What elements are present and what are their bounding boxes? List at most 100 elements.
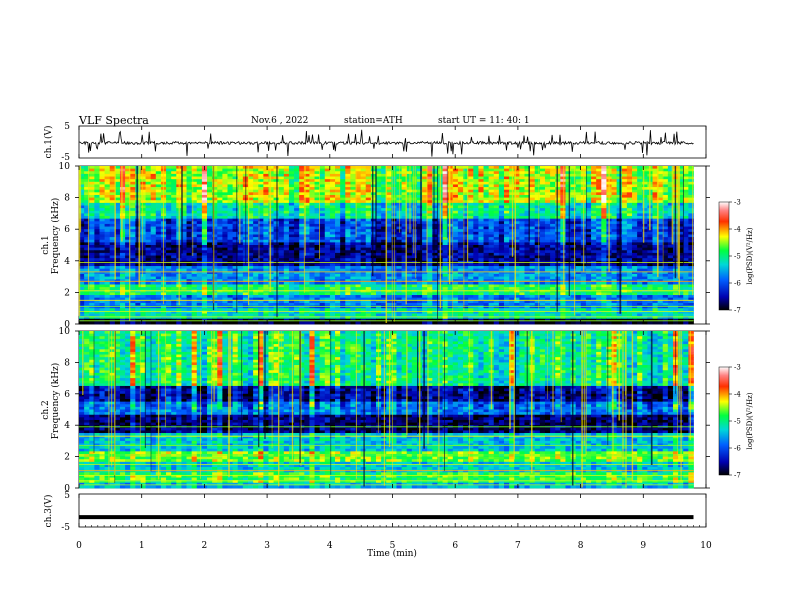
spectrogram-cell	[524, 189, 530, 193]
spectrogram-cell	[591, 197, 597, 201]
spectrogram-cell	[534, 216, 541, 220]
spectrogram-cell	[565, 202, 571, 206]
spectrogram-cell	[329, 194, 336, 198]
spectrogram-cell	[227, 166, 234, 170]
spectrogram-cell	[406, 166, 413, 170]
spectrogram-cell	[370, 268, 377, 272]
spectrogram-cell	[411, 171, 418, 175]
spectrogram-cell	[355, 216, 362, 220]
spectrogram-cell	[217, 268, 223, 272]
spectrogram-cell	[360, 266, 367, 270]
spectrogram-cell	[478, 200, 484, 204]
spectrogram-cell	[652, 239, 659, 243]
spectrogram-cell	[109, 200, 116, 204]
spectrogram-cell	[544, 242, 551, 246]
spectrogram-cell	[626, 226, 633, 230]
spectrogram-cell	[340, 184, 346, 188]
spectrogram-cell	[247, 273, 254, 277]
spectrogram-cell	[596, 187, 602, 191]
spectrogram-cell	[442, 242, 449, 246]
spectrogram-cell	[212, 237, 218, 241]
spectrogram-cell	[365, 216, 372, 220]
spectrogram-cell	[637, 218, 643, 222]
spectrogram-cell	[217, 271, 223, 275]
spectrogram-cell	[99, 173, 105, 177]
spectrogram-cell	[89, 171, 95, 175]
spectrogram-cell	[278, 239, 285, 243]
spectrogram-cell	[539, 242, 546, 246]
spectrogram-cell	[84, 258, 90, 262]
spectrogram-cell	[365, 187, 372, 191]
spectrogram-cell	[109, 229, 116, 233]
spectrogram-cell	[591, 189, 597, 193]
spectrogram-cell	[483, 213, 490, 217]
spectrogram-cell	[596, 247, 602, 251]
spectrogram-cell	[504, 168, 510, 172]
spectrogram-cell	[145, 166, 152, 170]
spectrogram-cell	[411, 213, 418, 217]
spectrogram-cell	[288, 208, 295, 212]
spectrogram-cell	[539, 255, 546, 259]
spectrogram-cell	[585, 231, 592, 235]
spectrogram-cell	[222, 250, 228, 254]
spectrogram-cell	[94, 176, 100, 180]
spectrogram-cell	[524, 202, 530, 206]
spectrogram-cell	[493, 173, 500, 177]
spectrogram-cell	[104, 208, 111, 212]
spectrogram-cell	[222, 258, 228, 262]
spectrogram-cell	[662, 271, 669, 275]
spectrogram-cell	[488, 229, 495, 233]
spectrogram-cell	[232, 266, 239, 270]
spectrogram-cell	[324, 197, 331, 201]
spectrogram-cell	[375, 271, 382, 275]
spectrogram-cell	[247, 268, 254, 272]
spectrogram-cell	[166, 239, 172, 243]
spectrogram-cell	[555, 189, 561, 193]
spectrogram-cell	[683, 208, 689, 212]
spectrogram-cell	[114, 179, 121, 183]
spectrogram-cell	[268, 223, 274, 227]
spectrogram-cell	[365, 223, 372, 227]
spectrogram-cell	[171, 216, 177, 220]
spectrogram-cell	[125, 205, 131, 209]
spectrogram-cell	[99, 168, 105, 172]
spectrogram-cell	[294, 216, 300, 220]
spectrogram-cell	[335, 205, 341, 209]
spectrogram-cell	[652, 226, 659, 230]
spectrogram-cell	[217, 226, 223, 230]
spectrogram-cell	[355, 273, 362, 277]
spectrogram-cell	[468, 242, 474, 246]
spectrogram-cell	[678, 173, 684, 177]
spectrogram-cell	[432, 166, 438, 170]
spectrogram-cell	[130, 255, 136, 259]
spectrogram-cell	[196, 263, 203, 267]
spectrogram-cell	[519, 226, 525, 230]
spectrogram-cell	[544, 179, 551, 183]
spectrogram-cell	[375, 237, 382, 241]
spectrogram-cell	[227, 229, 234, 233]
spectrogram-cell	[473, 192, 479, 196]
spectrogram-cell	[447, 271, 454, 275]
spectrogram-cell	[130, 187, 136, 191]
spectrogram-cell	[268, 168, 274, 172]
spectrogram-cell	[155, 237, 162, 241]
spectrogram-cell	[591, 223, 597, 227]
spectrogram-cell	[386, 231, 392, 235]
spectrogram-cell	[273, 192, 280, 196]
spectrogram-cell	[355, 205, 362, 209]
spectrogram-cell	[207, 173, 213, 177]
spectrogram-cell	[196, 179, 203, 183]
spectrogram-cell	[217, 171, 223, 175]
spectrogram-cell	[550, 208, 556, 212]
spectrogram-cell	[196, 189, 203, 193]
spectrogram-cell	[84, 229, 90, 233]
spectrogram-cell	[212, 176, 218, 180]
spectrogram-cell	[212, 192, 218, 196]
spectrogram-cell	[401, 273, 408, 277]
spectrogram-cell	[498, 200, 505, 204]
spectrogram-cell	[524, 200, 530, 204]
spectrogram-cell	[468, 255, 474, 259]
spectrogram-cell	[299, 200, 305, 204]
spectrogram-cell	[524, 266, 530, 270]
spectrogram-cell	[662, 197, 669, 201]
